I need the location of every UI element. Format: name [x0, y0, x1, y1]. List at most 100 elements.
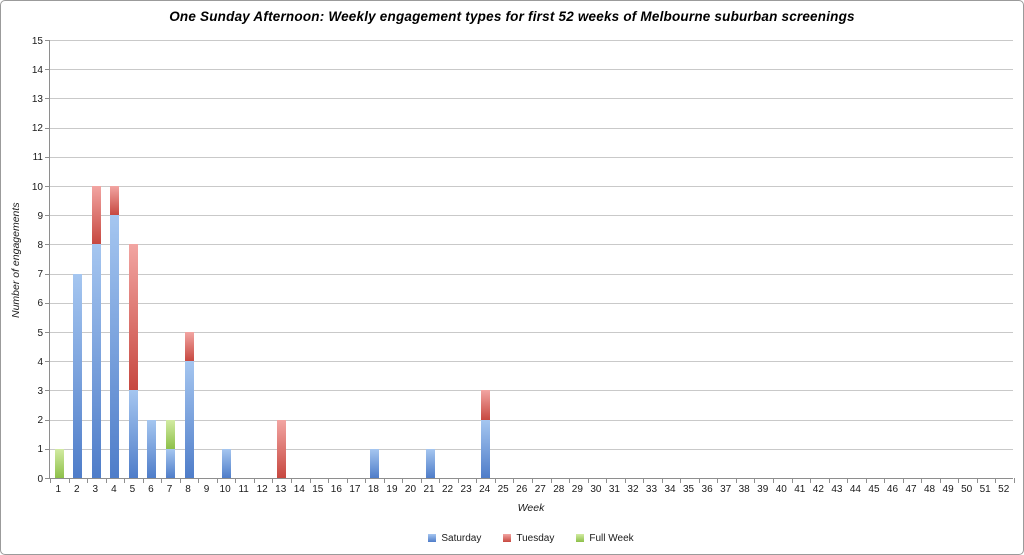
x-tick	[346, 478, 348, 483]
x-tick-label: 41	[794, 484, 806, 495]
bar-segment-week-24-saturday	[481, 419, 491, 478]
x-tick-label: 15	[312, 484, 324, 495]
chart-title: One Sunday Afternoon: Weekly engagement …	[169, 9, 855, 24]
legend-item-full-week: Full Week	[576, 532, 634, 544]
x-tick	[513, 478, 515, 483]
gridline	[50, 273, 1013, 275]
x-tick	[1014, 478, 1015, 483]
x-tick-label: 30	[590, 484, 602, 495]
bar-segment-week-1-full-week	[54, 448, 64, 478]
x-tick	[606, 478, 608, 483]
x-tick-label: 26	[516, 484, 528, 495]
y-tick-label: 12	[31, 123, 43, 135]
x-tick	[476, 478, 478, 483]
x-tick-label: 10	[219, 484, 231, 495]
gridline	[50, 98, 1013, 100]
x-tick	[272, 478, 274, 483]
gridline	[50, 448, 1013, 450]
x-tick-label: 51	[979, 484, 991, 495]
x-tick	[680, 478, 682, 483]
x-tick	[828, 478, 830, 483]
x-tick-label: 35	[683, 484, 695, 495]
y-tick	[45, 390, 50, 392]
x-tick	[161, 478, 163, 483]
bar-segment-week-7-full-week	[166, 419, 175, 449]
x-tick	[587, 478, 589, 483]
x-tick-label: 17	[349, 484, 361, 495]
x-tick-label: 39	[757, 484, 769, 495]
x-tick	[309, 478, 311, 483]
x-tick-label: 44	[849, 484, 861, 495]
y-tick	[45, 302, 50, 304]
bar-segment-week-18-saturday	[369, 448, 379, 478]
y-tick	[45, 215, 50, 217]
x-tick-label: 2	[74, 484, 80, 495]
y-tick	[45, 98, 50, 100]
x-tick-label: 6	[148, 484, 154, 495]
x-tick	[995, 478, 997, 483]
bar-segment-week-8-saturday	[184, 361, 194, 478]
y-tick-label: 14	[31, 64, 43, 76]
x-tick	[865, 478, 867, 483]
legend-label: Tuesday	[516, 532, 555, 544]
x-tick	[698, 478, 700, 483]
saturday-swatch-icon	[428, 534, 437, 542]
bar-segment-week-3-tuesday	[91, 186, 101, 245]
x-tick	[643, 478, 645, 483]
x-tick	[198, 478, 200, 483]
x-tick	[661, 478, 663, 483]
x-tick-label: 21	[423, 484, 435, 495]
x-tick-label: 13	[275, 484, 287, 495]
y-tick-label: 7	[37, 269, 43, 281]
y-tick-label: 2	[37, 415, 43, 427]
y-axis-labels: 0 1 2 3 4 5 6 7 8 9 10 11 12 13 14 15	[1, 36, 43, 485]
x-tick-label: 11	[238, 484, 249, 495]
x-tick	[216, 478, 218, 483]
y-tick	[45, 244, 50, 246]
x-tick-label: 42	[812, 484, 824, 495]
x-tick-label: 23	[460, 484, 472, 495]
x-tick	[958, 478, 960, 483]
x-tick-label: 5	[129, 484, 136, 495]
gridline	[50, 419, 1013, 421]
legend-label: Saturday	[441, 532, 482, 544]
legend: Saturday Tuesday Full Week	[49, 530, 1013, 546]
x-tick	[142, 478, 144, 483]
bar-segment-week-7-saturday	[166, 448, 175, 478]
x-tick-label: 28	[553, 484, 565, 495]
x-tick	[383, 478, 385, 483]
x-tick-label: 31	[608, 484, 620, 495]
bar-segment-week-21-saturday	[425, 448, 435, 478]
x-tick	[884, 478, 886, 483]
x-tick	[717, 478, 719, 483]
x-tick	[328, 478, 330, 483]
x-tick	[68, 478, 70, 483]
y-tick	[45, 448, 50, 450]
x-tick-label: 52	[998, 484, 1010, 495]
x-tick-label: 25	[497, 484, 509, 495]
x-tick	[253, 478, 255, 483]
x-tick-label: 18	[367, 484, 379, 495]
x-tick-label: 14	[293, 484, 305, 495]
y-tick-label: 15	[31, 35, 43, 47]
x-tick	[902, 478, 904, 483]
y-tick	[45, 419, 50, 421]
x-tick	[402, 478, 404, 483]
x-tick-label: 49	[942, 484, 954, 495]
legend-label: Full Week	[589, 532, 634, 544]
full-week-swatch-icon	[576, 534, 585, 542]
x-tick	[847, 478, 849, 483]
bar-segment-week-10-saturday	[221, 448, 231, 478]
x-tick	[532, 478, 533, 483]
bar-segment-week-5-tuesday	[128, 244, 138, 391]
y-tick-label: 11	[32, 152, 43, 164]
x-axis-labels: 1 2 3 4 5 6 7 8 9 10 11 12 13 14 15 16 17 18 19 20 21 22 23 24 2…	[49, 484, 1013, 496]
x-tick-label: 8	[185, 484, 191, 495]
y-tick	[45, 127, 50, 129]
gridline	[50, 156, 1013, 158]
bar-segment-week-6-saturday	[147, 419, 157, 478]
x-tick-label: 7	[166, 484, 173, 495]
x-tick-label: 37	[720, 484, 732, 495]
gridline	[50, 244, 1013, 246]
x-tick-label: 45	[868, 484, 880, 495]
